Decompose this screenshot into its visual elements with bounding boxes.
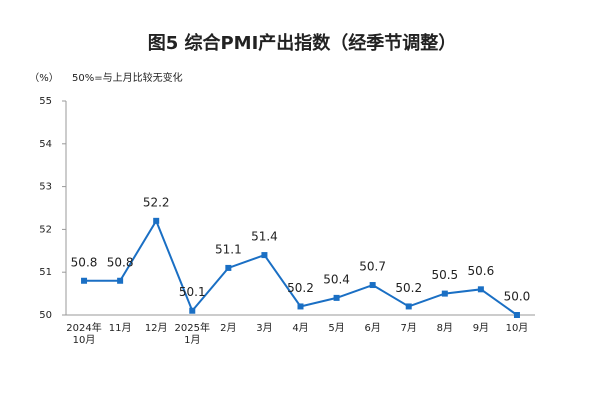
y-tick-label: 54 [39,139,52,150]
y-tick-label: 52 [39,224,52,235]
x-tick-label: 9月 [472,323,490,334]
unit-label: （%） [29,72,59,84]
data-label: 50.8 [71,255,98,269]
data-label: 50.8 [107,255,134,269]
x-tick-label: 6月 [364,323,381,334]
marker [81,277,88,284]
x-tick-label: 12月 [144,323,168,334]
x-tick-label: 5月 [328,323,345,334]
marker [261,252,268,259]
marker [153,217,160,224]
marker [405,303,412,310]
note: 50%=与上月比较无变化 [72,71,183,84]
y-tick-label: 51 [39,267,52,278]
data-label: 50.0 [504,290,531,304]
marker [369,282,376,289]
data-label: 50.5 [431,268,458,282]
marker [297,303,304,310]
data-label: 50.2 [287,281,314,295]
marker [225,264,232,271]
x-tick-label: 7月 [400,323,417,334]
x-tick-label: 8月 [436,323,453,334]
x-tick-label: 11月 [108,323,132,334]
marker [189,307,196,314]
marker [117,277,124,284]
data-label: 51.4 [251,230,278,244]
data-label: 52.2 [143,195,170,209]
y-tick-label: 50 [39,310,52,321]
data-label: 50.7 [359,260,386,274]
x-tick-label: 2月 [220,323,237,334]
marker [477,286,484,293]
x-tick-label: 10月 [505,323,529,334]
marker [441,290,448,297]
data-label: 50.4 [323,272,350,286]
y-tick-label: 53 [39,182,52,193]
x-tick-label: 4月 [292,323,309,334]
data-label: 51.1 [215,242,242,256]
x-tick-label: 2024年 10月 [66,323,102,346]
marker [513,312,520,318]
marker [333,294,340,301]
data-label: 50.1 [179,285,206,299]
y-tick-label: 55 [39,96,52,107]
data-label: 50.6 [468,264,495,278]
x-tick-label: 3月 [256,323,273,334]
data-label: 50.2 [395,281,422,295]
chart-title: 图5 综合PMI产出指数（经季节调整） [148,32,457,54]
x-tick-label: 2025年 1月 [174,323,210,346]
